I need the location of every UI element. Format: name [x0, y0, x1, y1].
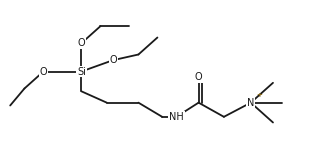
- Text: O: O: [40, 66, 47, 77]
- Text: NH: NH: [169, 112, 184, 122]
- Text: O: O: [109, 55, 117, 65]
- Text: N: N: [247, 98, 254, 108]
- Text: O: O: [78, 38, 85, 48]
- Text: O: O: [195, 72, 202, 82]
- Text: +: +: [257, 92, 263, 98]
- Text: Si: Si: [77, 66, 86, 77]
